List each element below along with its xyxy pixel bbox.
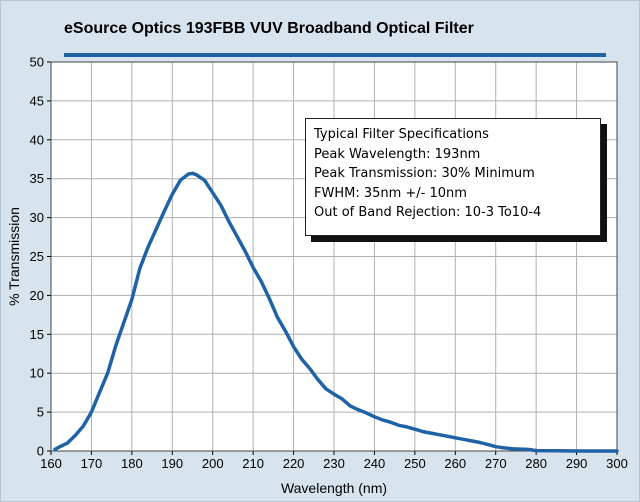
x-tick-label: 230 (323, 456, 345, 471)
spec-line-rejection: Out of Band Rejection: 10-3 To10-4 (314, 205, 542, 220)
y-tick-label: 10 (30, 366, 44, 381)
x-tick-label: 280 (525, 456, 547, 471)
y-axis-label: % Transmission (6, 207, 22, 306)
y-tick-label: 35 (30, 171, 44, 186)
x-tick-label: 210 (242, 456, 264, 471)
x-tick-label: 200 (202, 456, 224, 471)
x-tick-label: 290 (566, 456, 588, 471)
x-tick-label: 160 (40, 456, 62, 471)
spec-line-peak-transmission: Peak Transmission: 30% Minimum (314, 166, 535, 181)
x-tick-label: 300 (606, 456, 628, 471)
y-tick-label: 15 (30, 327, 44, 342)
y-tick-label: 5 (37, 405, 44, 420)
chart-title: eSource Optics 193FBB VUV Broadband Opti… (64, 20, 474, 37)
x-tick-label: 250 (404, 456, 426, 471)
spec-line-peak-wavelength: Peak Wavelength: 193nm (314, 146, 481, 162)
y-tick-label: 0 (37, 444, 44, 459)
x-tick-label: 270 (485, 456, 507, 471)
x-tick-label: 190 (161, 456, 183, 471)
spec-heading: Typical Filter Specifications (314, 127, 489, 142)
y-tick-label: 20 (30, 288, 44, 303)
y-tick-label: 30 (30, 210, 44, 225)
x-tick-label: 180 (121, 456, 143, 471)
title-underline (64, 53, 606, 57)
x-tick-label: 220 (283, 456, 305, 471)
x-axis-label: Wavelength (nm) (281, 480, 387, 496)
spec-line-fwhm: FWHM: 35nm +/- 10nm (314, 185, 467, 201)
y-tick-label: 40 (30, 132, 44, 147)
y-tick-label: 45 (30, 93, 44, 108)
transmission-curve (53, 171, 619, 453)
y-tick-label: 50 (30, 55, 44, 70)
y-tick-label: 25 (30, 249, 44, 264)
x-tick-label: 240 (364, 456, 386, 471)
series-layer (53, 171, 619, 453)
x-tick-label: 170 (81, 456, 103, 471)
axes: 160 170 180 190 200 210 220 230 240 250 260 270 280 2… (30, 55, 628, 472)
plot-border (50, 61, 618, 452)
filter-specifications-box: Typical Filter Specifications Peak Wavel… (305, 118, 601, 236)
x-tick-label: 260 (444, 456, 466, 471)
